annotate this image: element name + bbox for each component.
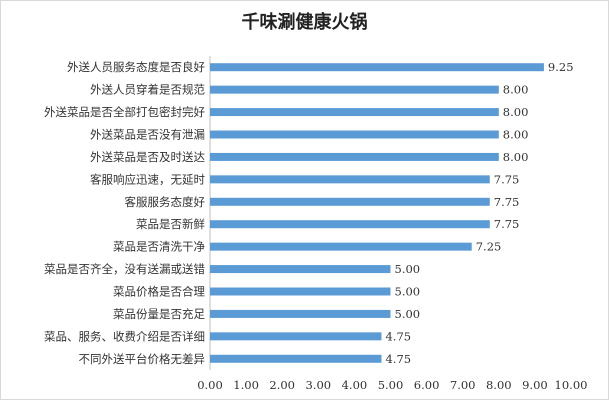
bar bbox=[210, 287, 391, 296]
bar bbox=[210, 175, 490, 184]
category-label: 客服响应迅速，无延时 bbox=[90, 172, 205, 186]
data-label: 8.00 bbox=[503, 105, 529, 119]
data-label: 7.75 bbox=[494, 217, 520, 231]
x-tick-label: 6.00 bbox=[414, 378, 440, 392]
category-label: 外送人员穿着是否规范 bbox=[90, 83, 205, 97]
x-tick-label: 1.00 bbox=[233, 378, 259, 392]
x-tick-label: 3.00 bbox=[305, 378, 331, 392]
x-tick-label: 0.00 bbox=[197, 378, 223, 392]
x-tick-label: 7.00 bbox=[450, 378, 476, 392]
bar bbox=[210, 130, 499, 139]
category-label: 外送菜品是否及时送达 bbox=[90, 150, 205, 164]
category-label: 不同外送平台价格无差异 bbox=[79, 352, 206, 366]
x-tick-label: 10.00 bbox=[555, 378, 588, 392]
bar bbox=[210, 309, 391, 318]
bar bbox=[210, 220, 490, 229]
category-label: 菜品是否齐全，没有送漏或送错 bbox=[44, 262, 205, 276]
category-label: 菜品价格是否合理 bbox=[113, 285, 205, 299]
x-tick-label: 4.00 bbox=[342, 378, 368, 392]
data-label: 8.00 bbox=[503, 128, 529, 142]
category-label: 客服服务态度好 bbox=[125, 195, 206, 209]
data-label: 5.00 bbox=[395, 262, 421, 276]
category-label: 菜品是否新鲜 bbox=[136, 217, 205, 231]
category-label: 菜品是否清洗干净 bbox=[113, 240, 205, 254]
bar bbox=[210, 242, 472, 251]
data-label: 4.75 bbox=[385, 352, 411, 366]
category-label: 外送菜品是否没有泄漏 bbox=[90, 128, 205, 142]
bar bbox=[210, 332, 382, 341]
chart-title: 千味涮健康火锅 bbox=[241, 12, 368, 33]
data-label: 9.25 bbox=[548, 60, 574, 74]
x-tick-label: 9.00 bbox=[522, 378, 548, 392]
category-label: 外送菜品是否全部打包密封完好 bbox=[44, 105, 205, 119]
data-label: 5.00 bbox=[395, 285, 421, 299]
data-label: 8.00 bbox=[503, 83, 529, 97]
bar bbox=[210, 197, 490, 206]
bar bbox=[210, 265, 391, 274]
bar bbox=[210, 152, 499, 161]
bar bbox=[210, 354, 382, 363]
x-tick-label: 5.00 bbox=[378, 378, 404, 392]
data-label: 7.25 bbox=[476, 240, 502, 254]
bar bbox=[210, 108, 499, 117]
x-tick-label: 2.00 bbox=[269, 378, 295, 392]
data-label: 5.00 bbox=[395, 307, 421, 321]
data-label: 4.75 bbox=[385, 329, 411, 343]
x-tick-label: 8.00 bbox=[486, 378, 512, 392]
category-label: 菜品、服务、收费介绍是否详细 bbox=[44, 329, 205, 343]
category-label: 菜品份量是否充足 bbox=[113, 307, 205, 321]
data-label: 7.75 bbox=[494, 195, 520, 209]
bar bbox=[210, 63, 544, 72]
bar bbox=[210, 85, 499, 94]
data-label: 8.00 bbox=[503, 150, 529, 164]
category-label: 外送人员服务态度是否良好 bbox=[67, 60, 205, 74]
data-label: 7.75 bbox=[494, 172, 520, 186]
